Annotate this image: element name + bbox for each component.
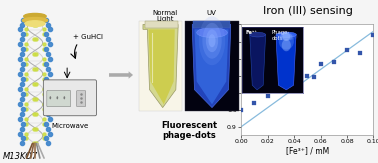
FancyBboxPatch shape [76, 91, 86, 106]
Ellipse shape [22, 18, 48, 23]
X-axis label: [Fe³⁺] / mM: [Fe³⁺] / mM [286, 146, 329, 155]
Ellipse shape [197, 28, 227, 37]
Point [291, 79, 297, 82]
Bar [194, 21, 229, 28]
Ellipse shape [209, 34, 215, 47]
Point [251, 102, 257, 104]
Point [265, 95, 271, 97]
Ellipse shape [206, 29, 218, 52]
Point [318, 62, 324, 65]
Text: + GuHCl: + GuHCl [73, 34, 103, 40]
Polygon shape [192, 24, 231, 108]
Point [278, 85, 284, 87]
Text: UV: UV [206, 10, 216, 16]
Bar [145, 21, 178, 28]
Point [238, 108, 244, 111]
Bar [184, 21, 239, 111]
Text: Microwave: Microwave [51, 123, 88, 129]
Point [304, 74, 310, 77]
Ellipse shape [25, 21, 45, 26]
Ellipse shape [199, 16, 225, 65]
Point [357, 52, 363, 55]
Text: Normal
Light: Normal Light [152, 10, 178, 22]
Bar [139, 21, 183, 111]
Text: M13KO7: M13KO7 [3, 152, 38, 161]
Polygon shape [194, 29, 228, 104]
Point [344, 49, 350, 51]
Text: Fluorescent
phage-dots: Fluorescent phage-dots [161, 121, 217, 140]
Ellipse shape [202, 23, 222, 59]
Text: Iron (III) sensing: Iron (III) sensing [263, 6, 353, 16]
Polygon shape [149, 29, 175, 104]
FancyBboxPatch shape [43, 80, 96, 116]
Y-axis label: F₀/F: F₀/F [217, 72, 226, 88]
Point [311, 76, 317, 79]
FancyBboxPatch shape [47, 90, 71, 107]
Ellipse shape [24, 13, 46, 19]
Point [331, 61, 337, 63]
Point [370, 33, 376, 36]
Polygon shape [143, 24, 178, 108]
